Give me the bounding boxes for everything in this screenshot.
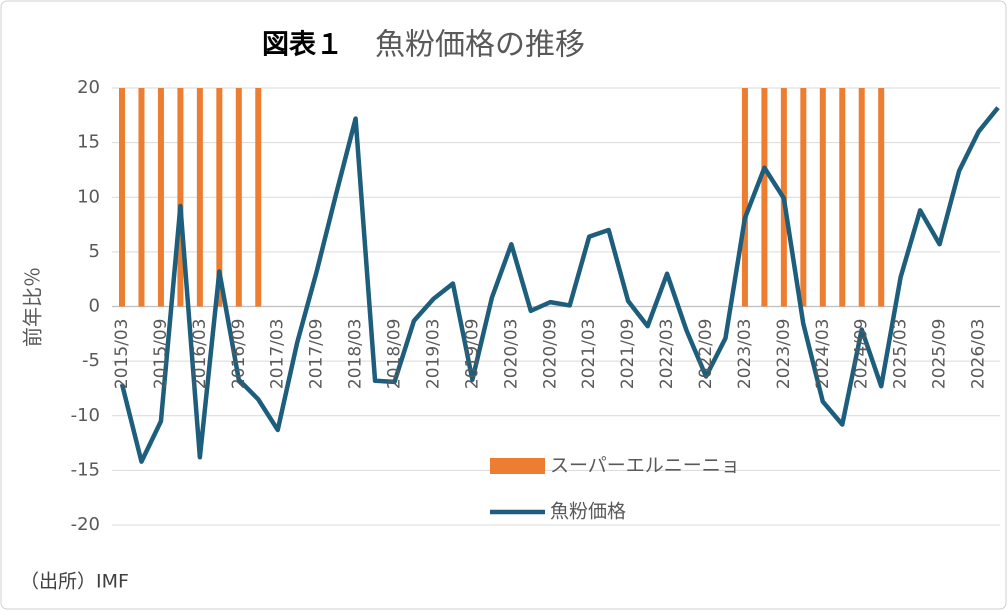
legend-label: スーパーエルニーニョ bbox=[550, 455, 740, 477]
x-tick-label: 2024/03 bbox=[813, 319, 833, 390]
x-tick-label: 2022/03 bbox=[657, 319, 677, 390]
bar bbox=[138, 88, 145, 307]
x-tick-label: 2025/03 bbox=[891, 319, 911, 390]
y-tick-label: 0 bbox=[89, 296, 100, 317]
y-tick-label: 10 bbox=[77, 186, 100, 207]
bar bbox=[216, 88, 223, 307]
x-tick-label: 2019/09 bbox=[462, 319, 482, 390]
legend-label: 魚粉価格 bbox=[550, 501, 626, 523]
bar bbox=[761, 88, 768, 307]
bar bbox=[800, 88, 807, 307]
x-tick-label: 2025/09 bbox=[930, 319, 950, 390]
x-tick-label: 2016/03 bbox=[190, 319, 210, 390]
bar bbox=[741, 88, 748, 307]
figure-label: 図表１ bbox=[262, 30, 343, 61]
bar bbox=[177, 88, 184, 307]
x-tick-label: 2023/03 bbox=[735, 319, 755, 390]
x-tick-label: 2018/09 bbox=[385, 319, 405, 390]
y-tick-label: -15 bbox=[71, 459, 100, 480]
y-tick-label: -5 bbox=[82, 350, 100, 371]
bar bbox=[819, 88, 826, 307]
chart-title: 魚粉価格の推移 bbox=[375, 28, 585, 63]
x-tick-label: 2026/03 bbox=[969, 319, 989, 390]
x-tick-label: 2017/09 bbox=[307, 319, 327, 390]
legend-swatch bbox=[490, 458, 545, 474]
x-tick-label: 2019/03 bbox=[423, 319, 443, 390]
source: （出所）IMF bbox=[20, 571, 129, 593]
x-tick-label: 2015/09 bbox=[151, 319, 171, 390]
bar bbox=[839, 88, 846, 307]
bar bbox=[235, 88, 242, 307]
bar bbox=[858, 88, 865, 307]
x-tick-label: 2021/09 bbox=[618, 319, 638, 390]
y-tick-label: -10 bbox=[71, 405, 100, 426]
x-tick-label: 2020/09 bbox=[540, 319, 560, 390]
y-tick-label: 5 bbox=[89, 241, 100, 262]
y-tick-label: -20 bbox=[71, 514, 100, 535]
x-tick-label: 2023/09 bbox=[774, 319, 794, 390]
x-tick-label: 2018/03 bbox=[346, 319, 366, 390]
bar bbox=[878, 88, 885, 307]
x-tick-label: 2020/03 bbox=[501, 319, 521, 390]
y-tick-label: 15 bbox=[77, 132, 100, 153]
bar bbox=[119, 88, 125, 307]
x-tick-label: 2021/03 bbox=[579, 319, 599, 390]
line bbox=[119, 106, 1000, 464]
bar bbox=[255, 88, 262, 307]
bar bbox=[157, 88, 164, 307]
y-tick-label: 20 bbox=[77, 77, 100, 98]
bar bbox=[196, 88, 203, 307]
x-tick-label: 2022/09 bbox=[696, 319, 716, 390]
x-tick-label: 2017/03 bbox=[268, 319, 288, 390]
x-tick-label: 2016/09 bbox=[229, 319, 249, 390]
y-axis-label: 前年比％ bbox=[21, 267, 45, 347]
x-tick-label: 2024/09 bbox=[852, 319, 872, 390]
x-tick-label: 2015/03 bbox=[112, 319, 132, 390]
